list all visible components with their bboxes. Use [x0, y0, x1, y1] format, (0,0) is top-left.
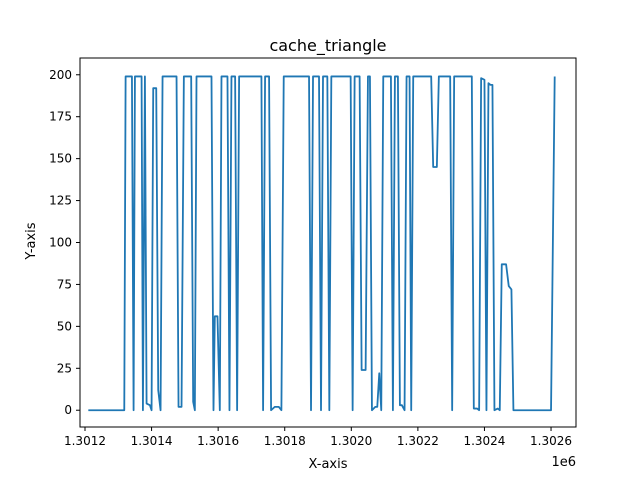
- y-tick-label: 25: [57, 361, 72, 375]
- plot-frame: [79, 57, 577, 428]
- y-tick-label: 50: [57, 319, 72, 333]
- x-tick-label: 1.3022: [397, 434, 439, 448]
- x-tick-label: 1.3012: [64, 434, 106, 448]
- y-axis-label: Y-axis: [24, 222, 39, 260]
- y-tick-label: 100: [49, 236, 72, 250]
- y-tick-label: 75: [57, 277, 72, 291]
- series-layer: [88, 75, 556, 412]
- x-tick-label: 1.3014: [131, 434, 173, 448]
- x-tick-label: 1.3018: [264, 434, 306, 448]
- y-tick-label: 200: [49, 68, 72, 82]
- chart-title: cache_triangle: [269, 36, 386, 56]
- x-offset-label: 1e6: [551, 455, 576, 470]
- x-tick-label: 1.3016: [197, 434, 239, 448]
- y-tick-label: 175: [49, 110, 72, 124]
- y-tick-label: 150: [49, 152, 72, 166]
- x-tick-label: 1.3026: [530, 434, 572, 448]
- x-axis-label: X-axis: [309, 457, 348, 472]
- y-axis-ticks: 0 25 50 75 100 125 150 175 200: [49, 68, 80, 417]
- x-axis-ticks: 1.3012 1.3014 1.3016 1.3018 1.3020 1.3022 1.30…: [64, 427, 572, 448]
- y-tick-label: 125: [49, 194, 72, 208]
- x-tick-label: 1.3020: [330, 434, 372, 448]
- y-tick-label: 0: [64, 403, 72, 417]
- series-line: [88, 75, 556, 412]
- x-tick-label: 1.3024: [463, 434, 505, 448]
